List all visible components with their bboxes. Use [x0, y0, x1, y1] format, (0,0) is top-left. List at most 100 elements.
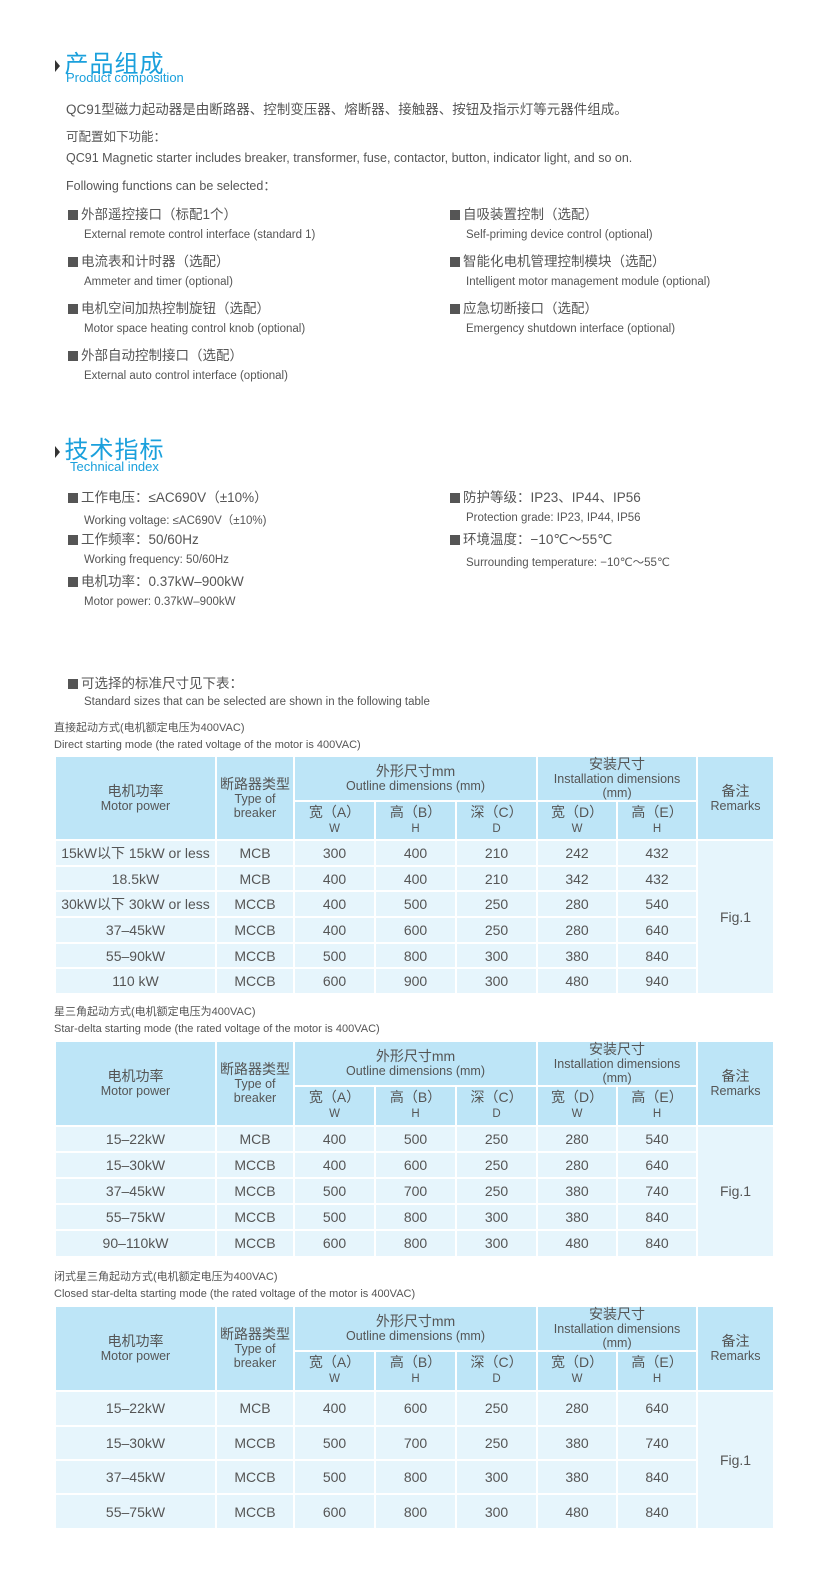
col-width-a-cn: 宽（A） — [308, 1088, 361, 1105]
remarks-en: Remarks — [710, 798, 761, 813]
remark-cell: Fig.1 — [696, 839, 776, 996]
col-height-e-en: H — [652, 822, 662, 835]
square-bullet-icon — [450, 257, 460, 267]
table-cell: 400 — [374, 864, 457, 893]
remark-cell: Fig.1 — [696, 1390, 776, 1530]
table-cell: 300 — [454, 1229, 539, 1258]
table-cell: 400 — [293, 1150, 376, 1179]
table-cell: 37–45kW — [54, 1176, 217, 1206]
table-cell: 400 — [374, 839, 457, 867]
col-height-e: 高（E） H — [616, 1085, 699, 1127]
table-cell: MCCB — [215, 1458, 295, 1496]
col-height-b-cn: 高（B） — [389, 1088, 442, 1105]
table-cell: 15–30kW — [54, 1424, 217, 1461]
col-height-e-en: H — [652, 1373, 662, 1386]
breaker-cn: 断路器类型 — [220, 1060, 290, 1077]
table-cell: MCCB — [215, 916, 295, 944]
feature-item: 外部遥控接口（标配1个） External remote control inte… — [68, 203, 315, 250]
table-row: 37–45kW MCCB 500 700 250 380 740 — [54, 1176, 774, 1206]
table-cell: 400 — [293, 1124, 376, 1153]
table-cell: 600 — [293, 1493, 376, 1530]
dimensions-table: 电机功率 Motor power 断路器类型 Type of breaker 外形尺寸m… — [54, 1304, 776, 1530]
sizes-note: 可选择的标准尺寸见下表： Standard sizes that can be … — [68, 672, 430, 708]
breaker-en: Type of breaker — [233, 1076, 277, 1105]
table-cell: MCCB — [215, 1229, 295, 1258]
feature-item: 应急切断接口（选配） Emergency shutdown interface (… — [450, 297, 710, 344]
table-cell: MCB — [215, 1124, 295, 1153]
table-cell: 250 — [454, 1424, 539, 1461]
table-cell: 280 — [536, 1390, 619, 1427]
col-width-d: 宽（D） W — [536, 1085, 619, 1127]
caption-cn: 闭式星三角起动方式(电机额定电压为400VAC) — [54, 1271, 278, 1283]
col-depth-c-en: D — [492, 822, 501, 835]
breaker-en: Type of breaker — [233, 1342, 277, 1371]
feature-en: Intelligent motor management module (opt… — [466, 276, 711, 288]
table-cell: 250 — [454, 890, 539, 919]
square-bullet-icon — [68, 351, 78, 361]
square-bullet-icon — [68, 493, 78, 503]
table-cell: 280 — [536, 1150, 619, 1179]
col-remarks: 备注 Remarks — [696, 1040, 776, 1127]
col-depth-c-en: D — [492, 1107, 501, 1120]
square-bullet-icon — [450, 535, 460, 545]
table-cell: 840 — [616, 1203, 699, 1232]
install-en: Installation dimensions (mm) — [553, 1057, 681, 1085]
triangle-bullet-icon — [55, 446, 60, 458]
remark-cell: Fig.1 — [696, 1124, 776, 1258]
table-cell: 250 — [454, 1124, 539, 1153]
table-cell: 600 — [374, 1390, 457, 1427]
feature-cn: 工作频率：50/60Hz — [81, 532, 199, 547]
triangle-bullet-icon — [55, 60, 60, 72]
col-depth-c-cn: 深（C） — [470, 1088, 523, 1105]
col-height-b-en: H — [411, 1107, 420, 1120]
table-cell: MCCB — [215, 1424, 295, 1461]
col-depth-c-cn: 深（C） — [470, 803, 523, 820]
table-cell: 15–30kW — [54, 1150, 217, 1179]
col-depth-c: 深（C） D — [454, 1085, 539, 1127]
table-cell: 740 — [616, 1176, 699, 1206]
square-bullet-icon — [68, 257, 78, 267]
col-width-a: 宽（A） W — [293, 1085, 376, 1127]
table-cell: 840 — [616, 1493, 699, 1530]
col-width-a: 宽（A） W — [293, 799, 376, 842]
table-cell: 55–90kW — [54, 941, 217, 970]
caption-cn: 直接起动方式(电机额定电压为400VAC) — [54, 722, 245, 734]
square-bullet-icon — [450, 493, 460, 503]
col-motor-power: 电机功率 Motor power — [54, 754, 217, 842]
feature-cn: 应急切断接口（选配） — [463, 301, 598, 316]
table-cell: 640 — [616, 1390, 699, 1427]
table-cell: 600 — [293, 1229, 376, 1258]
table-cell: 940 — [616, 967, 699, 996]
col-width-d-cn: 宽（D） — [550, 803, 604, 820]
col-height-b-en: H — [411, 1373, 420, 1386]
technical-heading: 技术指标 — [55, 430, 164, 465]
motor-power-en: Motor power — [100, 1349, 171, 1364]
table-cell: 380 — [536, 1458, 619, 1496]
table-cell: 500 — [293, 941, 376, 970]
table-cell: 640 — [616, 916, 699, 944]
feature-en: Self-priming device control (optional) — [466, 229, 653, 241]
table-cell: 380 — [536, 941, 619, 970]
col-height-b: 高（B） H — [374, 1349, 457, 1393]
table-cell: 37–45kW — [54, 1458, 217, 1496]
col-installation-dimensions: 安装尺寸 Installation dimensions (mm) — [536, 1305, 699, 1352]
table-row: 15–22kW MCB 400 600 250 280 640 Fig.1 — [54, 1390, 776, 1530]
table-cell: 30kW以下 30kW or less — [54, 890, 217, 919]
table-cell: 640 — [616, 1150, 699, 1179]
remarks-cn: 备注 — [721, 1067, 750, 1084]
table-cell: 480 — [536, 967, 619, 996]
col-width-a-cn: 宽（A） — [308, 1354, 361, 1371]
table-cell: MCCB — [215, 890, 295, 919]
table-cell: 90–110kW — [54, 1229, 217, 1258]
table-cell: 432 — [616, 864, 699, 893]
col-height-e: 高（E） H — [616, 1349, 699, 1393]
technical-subtitle: Technical index — [70, 459, 159, 474]
feature-cn: 防护等级：IP23、IP44、IP56 — [463, 490, 641, 505]
intro-cn: QC91型磁力起动器是由断路器、控制变压器、熔断器、接触器、按钮及指示灯等元器件… — [66, 102, 628, 117]
composition-heading: 产品组成 — [55, 44, 164, 79]
col-motor-power: 电机功率 Motor power — [54, 1040, 217, 1127]
composition-subtitle: Product composition — [66, 70, 184, 85]
table-row: 37–45kW MCCB 400 600 250 280 640 — [54, 916, 774, 944]
outline-en: Outline dimensions (mm) — [346, 779, 485, 793]
install-en: Installation dimensions (mm) — [553, 1322, 681, 1350]
